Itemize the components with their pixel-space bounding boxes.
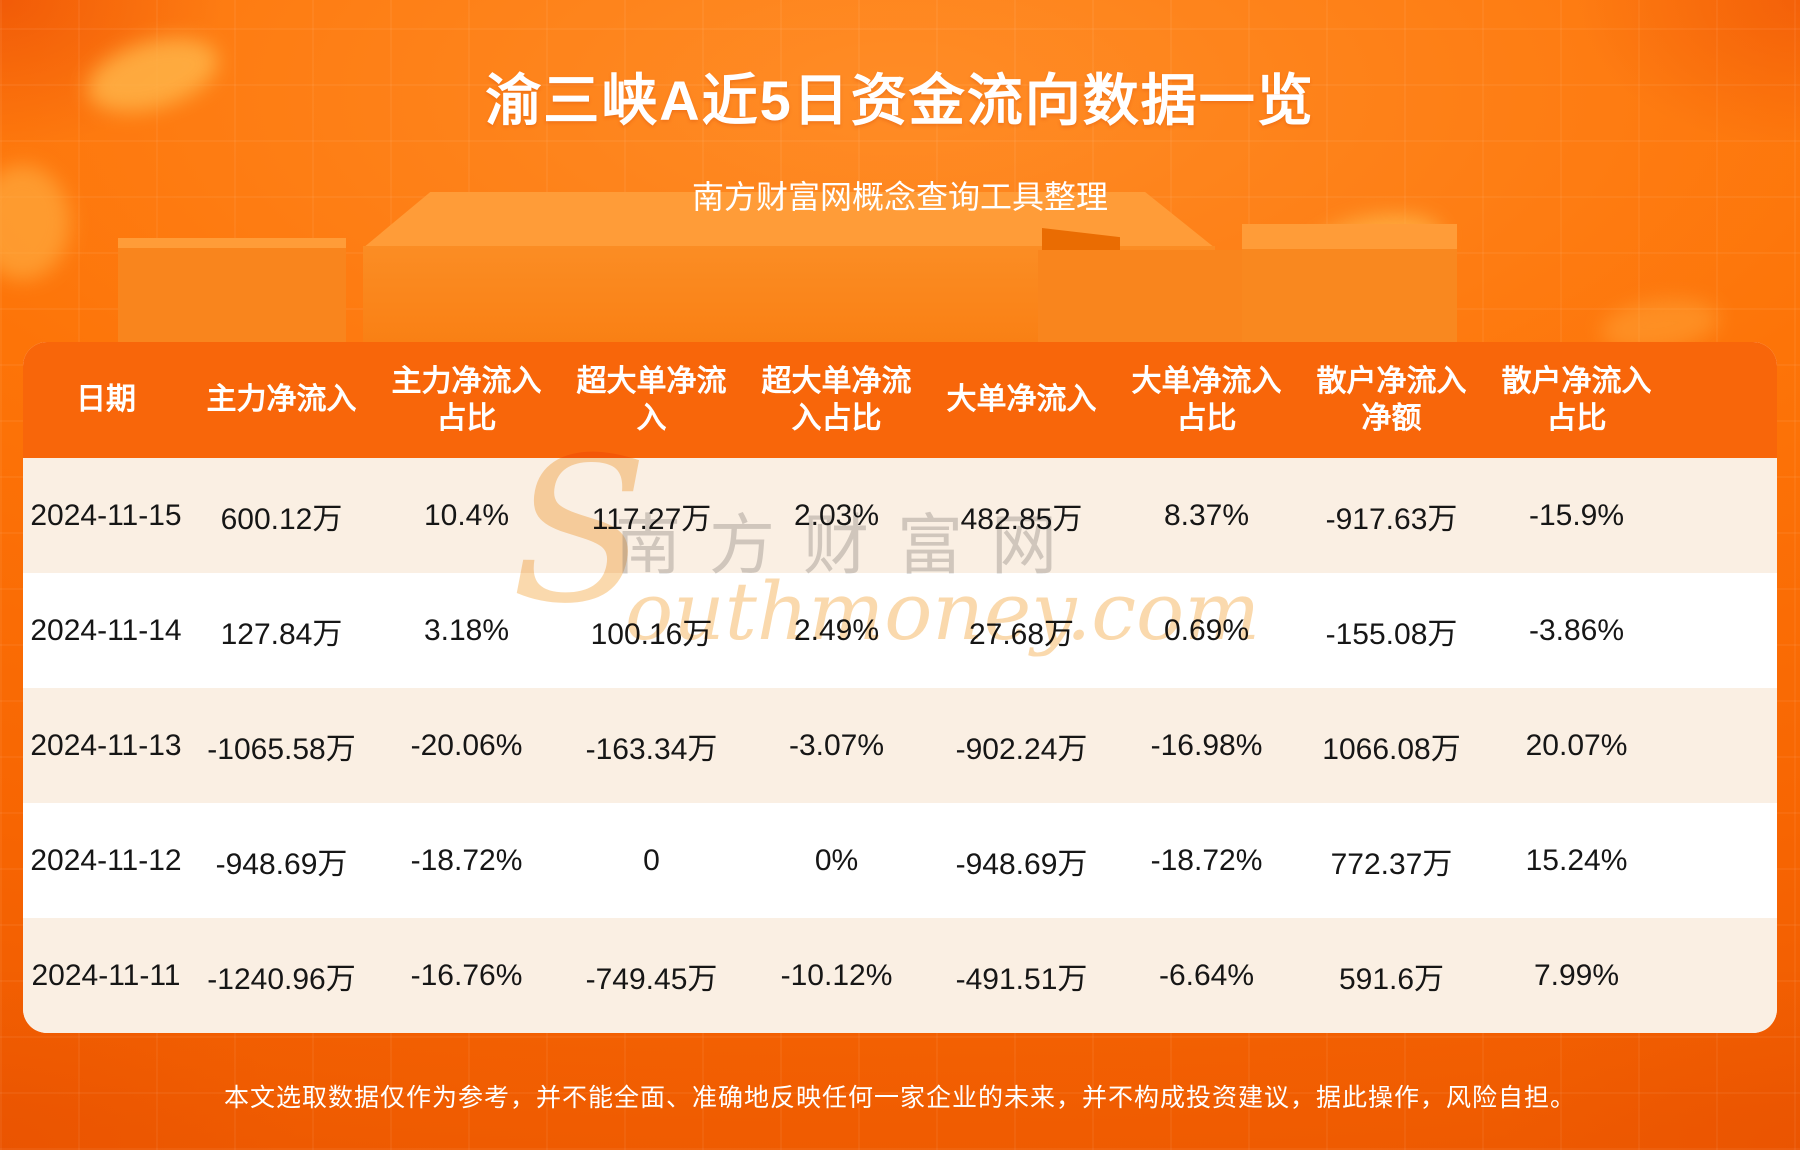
- table-row: 2024-11-15 600.12万 10.4% 117.27万 2.03% 4…: [23, 458, 1777, 573]
- cell-large-order-net-inflow-pct: 8.37%: [1163, 498, 1250, 532]
- cell-large-order-net-inflow-pct: 0.69%: [1163, 613, 1250, 647]
- cell-main-net-inflow-pct: -20.06%: [410, 728, 523, 762]
- page-title: 渝三峡A近5日资金流向数据一览: [485, 69, 1315, 132]
- decor-podium-far-right: [1242, 224, 1457, 350]
- cell-xl-order-net-inflow-pct: 0%: [814, 843, 859, 877]
- column-header-xl-order-net-inflow: 超大单净流入: [576, 364, 727, 436]
- cell-retail-net-inflow-pct: 7.99%: [1533, 958, 1620, 992]
- cell-xl-order-net-inflow: 117.27万: [591, 502, 712, 536]
- cell-xl-order-net-inflow: 100.16万: [590, 617, 713, 651]
- column-header-date: 日期: [76, 383, 136, 417]
- cell-main-net-inflow-pct: -18.72%: [410, 843, 523, 877]
- cell-date: 2024-11-11: [31, 958, 181, 992]
- cell-large-order-net-inflow: 27.68万: [968, 617, 1075, 651]
- cell-large-order-net-inflow: -491.51万: [955, 962, 1088, 996]
- decor-podium-left: [118, 238, 346, 350]
- cell-large-order-net-inflow: -948.69万: [955, 847, 1088, 881]
- decor-podium-right: [1038, 250, 1270, 350]
- table-row: 2024-11-12 -948.69万 -18.72% 0 0% -948.69…: [23, 803, 1777, 918]
- cell-main-net-inflow-pct: 3.18%: [423, 613, 510, 647]
- cell-xl-order-net-inflow: 0: [643, 843, 660, 877]
- cell-xl-order-net-inflow-pct: 2.49%: [793, 613, 880, 647]
- page-subtitle: 南方财富网概念查询工具整理: [691, 179, 1108, 215]
- table-row: 2024-11-11 -1240.96万 -16.76% -749.45万 -1…: [23, 918, 1777, 1033]
- cell-retail-net-inflow-pct: -15.9%: [1528, 498, 1625, 532]
- cell-large-order-net-inflow: -902.24万: [955, 732, 1088, 766]
- cell-retail-net-inflow: -917.63万: [1325, 502, 1458, 536]
- cell-retail-net-inflow: 1066.08万: [1322, 732, 1461, 766]
- cell-large-order-net-inflow-pct: -18.72%: [1150, 843, 1263, 877]
- disclaimer-text: 本文选取数据仅作为参考，并不能全面、准确地反映任何一家企业的未来，并不构成投资建…: [223, 1084, 1576, 1112]
- cell-main-net-inflow: 127.84万: [220, 617, 343, 651]
- cell-main-net-inflow-pct: 10.4%: [423, 498, 510, 532]
- cell-main-net-inflow: -1240.96万: [207, 962, 356, 996]
- cell-xl-order-net-inflow-pct: 2.03%: [793, 498, 880, 532]
- cell-main-net-inflow: -948.69万: [215, 847, 348, 881]
- cell-retail-net-inflow-pct: 20.07%: [1525, 728, 1628, 762]
- cell-date: 2024-11-14: [30, 613, 182, 647]
- cell-xl-order-net-inflow-pct: -10.12%: [780, 958, 893, 992]
- table-header-row: 日期 主力净流入 主力净流入占比 超大单净流入 超大单净流入占比 大单净流入 大…: [23, 342, 1777, 458]
- cell-date: 2024-11-15: [30, 498, 182, 532]
- column-header-large-order-net-inflow: 大单净流入: [946, 383, 1097, 417]
- column-header-xl-order-net-inflow-pct: 超大单净流入占比: [761, 364, 912, 436]
- cell-large-order-net-inflow: 482.85万: [960, 502, 1083, 536]
- column-header-retail-net-inflow: 散户净流入净额: [1316, 364, 1467, 436]
- column-header-main-net-inflow: 主力净流入: [206, 383, 357, 417]
- cell-retail-net-inflow-pct: -3.86%: [1528, 613, 1625, 647]
- cell-main-net-inflow: -1065.58万: [207, 732, 356, 766]
- fund-flow-table: 日期 主力净流入 主力净流入占比 超大单净流入 超大单净流入占比 大单净流入 大…: [23, 342, 1777, 1033]
- table-row: 2024-11-14 127.84万 3.18% 100.16万 2.49% 2…: [23, 573, 1777, 688]
- table-row: 2024-11-13 -1065.58万 -20.06% -163.34万 -3…: [23, 688, 1777, 803]
- cell-retail-net-inflow-pct: 15.24%: [1525, 843, 1628, 877]
- cell-large-order-net-inflow-pct: -6.64%: [1158, 958, 1255, 992]
- cell-main-net-inflow-pct: -16.76%: [410, 958, 523, 992]
- column-header-large-order-net-inflow-pct: 大单净流入占比: [1131, 364, 1282, 436]
- cell-xl-order-net-inflow: -749.45万: [585, 962, 718, 996]
- cell-retail-net-inflow: -155.08万: [1325, 617, 1458, 651]
- cell-retail-net-inflow: 591.6万: [1338, 962, 1445, 996]
- column-header-retail-net-inflow-pct: 散户净流入占比: [1501, 364, 1652, 436]
- cell-xl-order-net-inflow-pct: -3.07%: [788, 728, 885, 762]
- cell-xl-order-net-inflow: -163.34万: [585, 732, 718, 766]
- cell-date: 2024-11-13: [30, 728, 182, 762]
- cell-main-net-inflow: 600.12万: [220, 502, 343, 536]
- cell-date: 2024-11-12: [30, 843, 182, 877]
- column-header-main-net-inflow-pct: 主力净流入占比: [391, 364, 542, 436]
- cell-large-order-net-inflow-pct: -16.98%: [1150, 728, 1263, 762]
- cell-retail-net-inflow: 772.37万: [1330, 847, 1453, 881]
